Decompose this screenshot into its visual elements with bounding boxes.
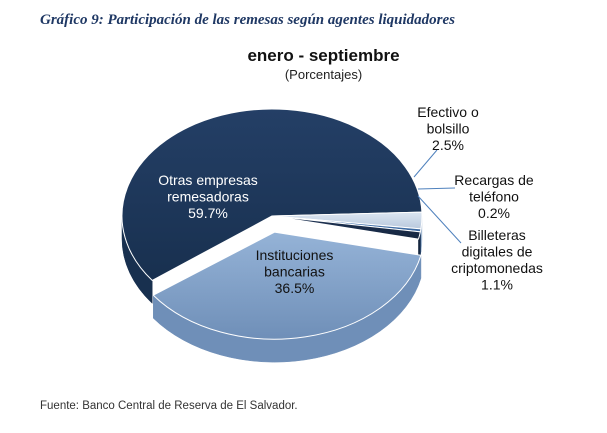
slice-name-label: teléfono (469, 189, 519, 205)
slice-name-label: Recargas de (454, 172, 534, 188)
pie-slice-1 (121, 108, 423, 304)
leader-line (417, 195, 462, 244)
slice-name-label: bancarias (264, 264, 325, 280)
figure-title: Gráfico 9: Participación de las remesas … (40, 12, 455, 28)
slice-name-label: Otras empresas (158, 172, 258, 188)
slice-name-label: Billeteras (468, 227, 526, 243)
slice-value-label: 36.5% (275, 280, 315, 296)
slice-name-label: Efectivo o (417, 104, 479, 120)
pie-slice-5 (152, 231, 422, 363)
chart-title: enero - septiembre (247, 46, 400, 65)
slice-label: Recargas de teléfono 0.2% (454, 172, 534, 221)
slice-name-label: Instituciones (256, 247, 334, 263)
slice-name-label: bolsillo (427, 121, 470, 137)
slice-label: Efectivo o bolsillo 2.5% (417, 104, 479, 153)
slice-top (121, 108, 423, 282)
slice-label: Otras empresas remesadoras 59.7% (158, 172, 258, 221)
slice-name-label: digitales de (462, 244, 533, 260)
leader-line (417, 187, 456, 190)
slice-label: Instituciones bancarias 36.5% (256, 247, 334, 296)
slice-top (271, 215, 421, 240)
slice-top (152, 231, 422, 340)
slice-value-label: 0.2% (478, 205, 510, 221)
leader-line (413, 149, 438, 178)
slice-name-label: remesadoras (167, 189, 249, 205)
chart-subtitle: (Porcentajes) (284, 67, 363, 82)
slice-value-label: 2.5% (432, 137, 464, 153)
source-note: Fuente: Banco Central de Reserva de El S… (40, 400, 298, 412)
slice-value-label: 1.1% (481, 277, 513, 293)
slice-name-label: criptomonedas (451, 260, 543, 276)
slice-label: Billeteras digitales de criptomonedas 1.1% (451, 227, 543, 293)
slice-value-label: 59.7% (188, 205, 228, 221)
